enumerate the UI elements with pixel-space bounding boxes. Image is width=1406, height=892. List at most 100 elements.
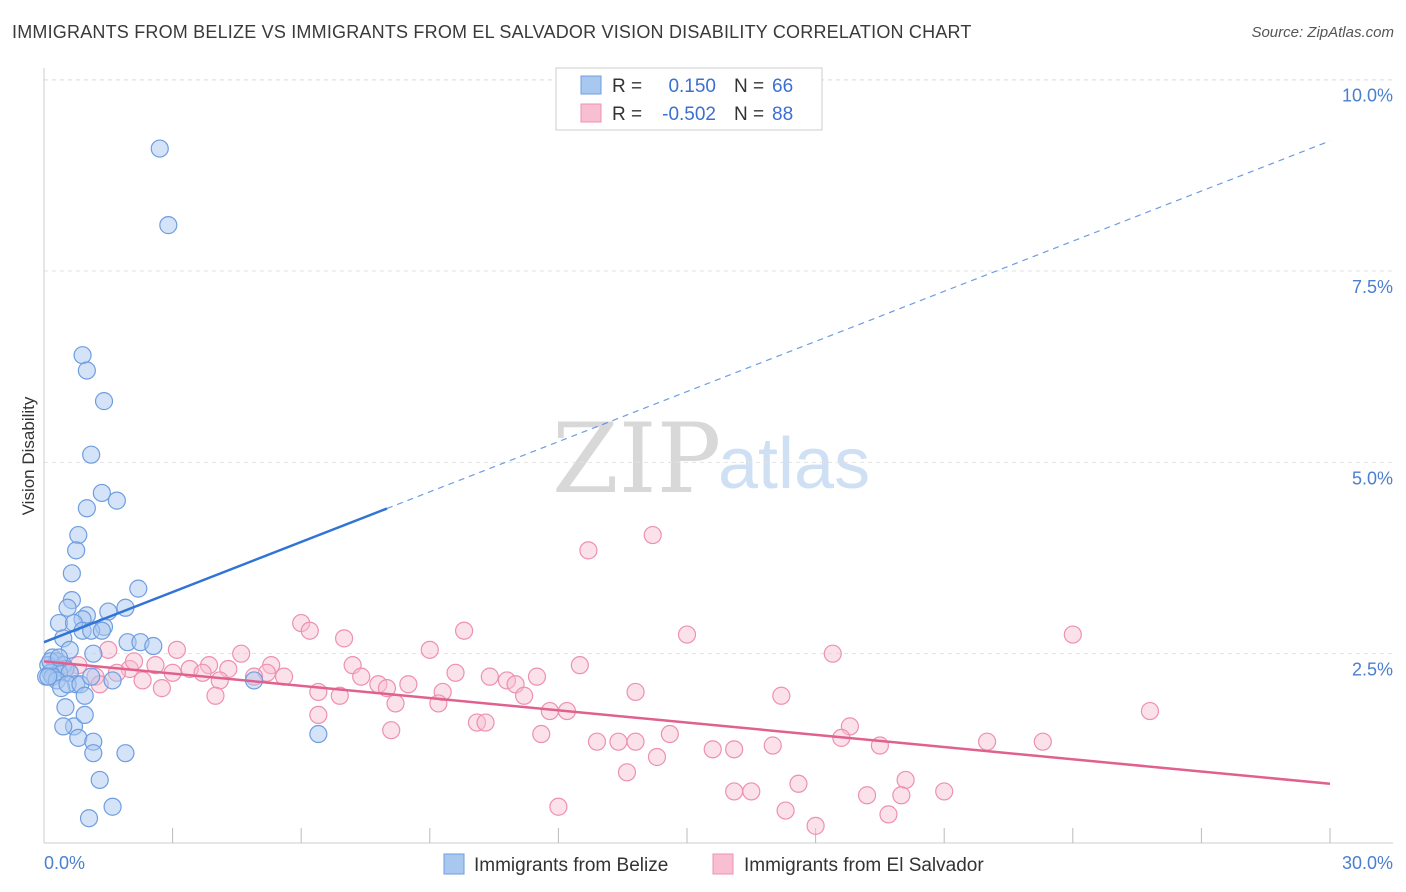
y-axis-label: Vision Disability (19, 396, 38, 515)
point-el-salvador (167, 640, 186, 659)
legend-swatch-salvador (580, 103, 602, 123)
trend-line-belize (43, 507, 388, 644)
point-el-salvador (386, 694, 405, 713)
watermark-atlas: atlas (718, 424, 870, 504)
point-el-salvador (309, 705, 328, 724)
point-belize (58, 598, 77, 617)
point-belize (39, 667, 58, 686)
y-tick-labels: 2.5% 5.0% 7.5% 10.0% (1342, 86, 1393, 680)
bottom-legend-swatch-belize (443, 853, 465, 875)
point-el-salvador (725, 740, 744, 759)
point-el-salvador (896, 770, 915, 790)
point-belize (67, 541, 86, 560)
point-el-salvador (152, 679, 171, 698)
point-el-salvador (587, 732, 607, 751)
point-belize (107, 491, 126, 510)
y-tick-label: 10.0% (1342, 86, 1393, 106)
bottom-legend-swatch-salvador (712, 853, 734, 875)
point-belize (82, 667, 101, 686)
point-el-salvador (626, 732, 645, 751)
point-el-salvador (334, 629, 354, 648)
series-belize-points (37, 139, 328, 828)
point-belize (79, 809, 99, 828)
legend-n-value-belize: 66 (772, 76, 793, 97)
point-el-salvador (382, 721, 401, 740)
point-belize (144, 636, 163, 656)
bottom-legend-label-belize: Immigrants from Belize (474, 855, 668, 876)
watermark-zip: ZIP (552, 403, 721, 515)
point-belize (84, 644, 103, 663)
y-tick-label: 5.0% (1352, 468, 1393, 488)
point-belize (94, 392, 114, 411)
point-el-salvador (935, 782, 954, 801)
point-belize (62, 564, 81, 583)
legend-swatch-belize (580, 75, 602, 95)
point-belize (75, 686, 94, 705)
point-el-salvador (806, 816, 825, 835)
point-belize (92, 621, 111, 640)
point-el-salvador (420, 640, 439, 659)
point-el-salvador (776, 801, 795, 820)
point-belize (82, 445, 101, 464)
series-legend: Immigrants from Belize Immigrants from E… (443, 853, 984, 876)
y-tick-label: 2.5% (1352, 660, 1393, 680)
x-ticks (172, 828, 1331, 843)
point-belize (103, 671, 122, 690)
point-belize (129, 579, 148, 598)
point-el-salvador (300, 621, 319, 640)
point-el-salvador (124, 652, 144, 671)
point-el-salvador (647, 747, 667, 767)
point-belize (69, 728, 88, 747)
point-el-salvador (1140, 701, 1160, 721)
point-el-salvador (763, 736, 782, 755)
point-el-salvador (703, 740, 722, 759)
point-el-salvador (352, 667, 371, 686)
point-el-salvador (527, 667, 547, 686)
point-el-salvador (570, 656, 589, 675)
point-belize (77, 499, 96, 518)
point-el-salvador (879, 805, 898, 824)
point-el-salvador (742, 782, 761, 801)
point-belize (116, 744, 135, 763)
legend-r-value-salvador: -0.502 (662, 104, 716, 125)
legend-r-label-salvador: R = (612, 104, 642, 125)
x-tick-label-max: 30.0% (1342, 853, 1393, 873)
point-el-salvador (497, 671, 517, 690)
point-el-salvador (609, 732, 628, 751)
chart-title: IMMIGRANTS FROM BELIZE VS IMMIGRANTS FRO… (12, 22, 972, 42)
point-el-salvador (725, 782, 744, 801)
point-belize (159, 216, 178, 235)
point-belize (77, 361, 96, 380)
point-belize (150, 139, 169, 158)
point-el-salvador (789, 774, 808, 793)
point-el-salvador (210, 671, 229, 690)
point-el-salvador (626, 682, 645, 702)
point-belize (75, 705, 94, 724)
grid-lines (44, 79, 1393, 655)
legend-n-value-salvador: 88 (772, 104, 793, 125)
legend-r-label-belize: R = (612, 76, 642, 97)
point-el-salvador (857, 786, 877, 805)
point-belize (309, 724, 328, 744)
point-el-salvador (146, 656, 165, 675)
point-el-salvador (677, 625, 697, 644)
source-label: Source: ZipAtlas.com (1251, 24, 1394, 41)
axes (43, 68, 1393, 844)
x-tick-label-min: 0.0% (44, 853, 85, 873)
legend-r-value-belize: 0.150 (668, 76, 716, 97)
point-el-salvador (330, 686, 349, 705)
point-belize (90, 770, 109, 790)
legend-n-label-belize: N = (734, 76, 764, 97)
series-el-salvador-points (47, 525, 1160, 835)
point-el-salvador (1063, 625, 1082, 644)
point-belize (56, 698, 75, 717)
point-el-salvador (532, 724, 551, 744)
trend-lines (43, 140, 1331, 786)
point-belize (92, 483, 111, 503)
trend-line-belize-extrapolated (386, 140, 1331, 510)
bottom-legend-label-salvador: Immigrants from El Salvador (744, 855, 984, 876)
point-el-salvador (549, 797, 568, 816)
point-belize (54, 717, 73, 736)
point-el-salvador (977, 732, 997, 751)
